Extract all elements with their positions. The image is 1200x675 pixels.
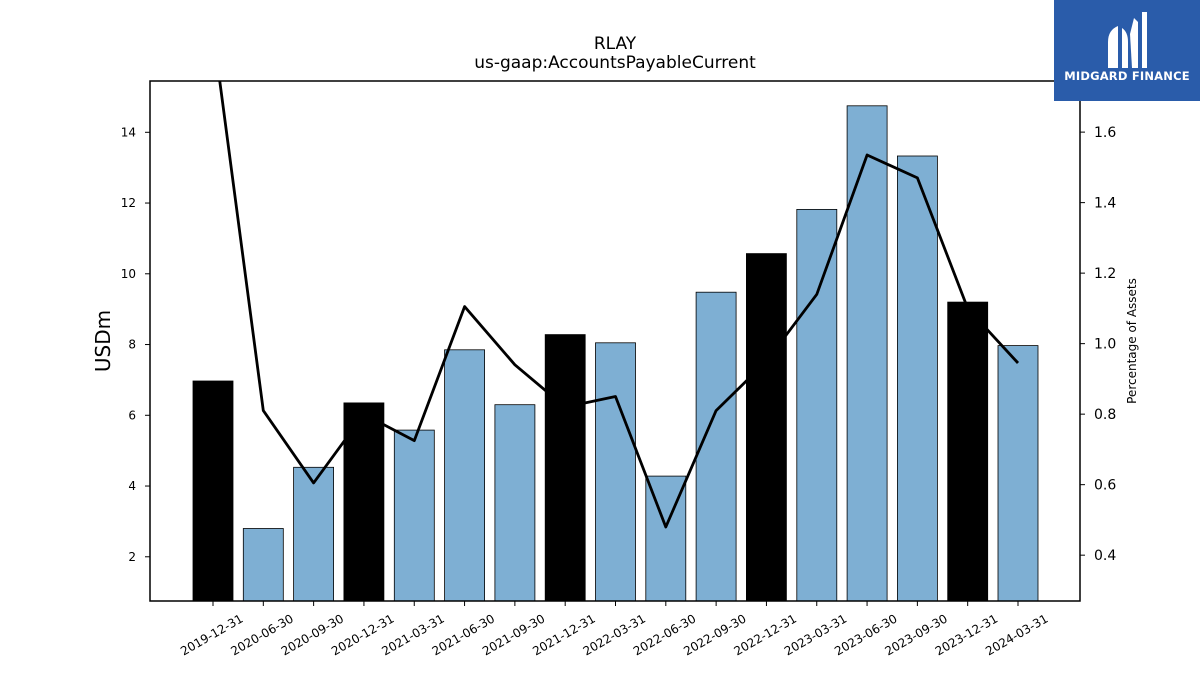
bar-2023-06-30	[846, 105, 888, 602]
bar-2021-12-31	[544, 334, 586, 602]
chart-subtitle: us-gaap:AccountsPayableCurrent	[474, 53, 756, 73]
bar-2023-03-31	[796, 208, 838, 602]
bar-2021-09-30	[494, 404, 536, 602]
bar-2022-12-31	[746, 253, 787, 602]
bar-2024-03-31	[997, 345, 1039, 602]
line-series	[218, 81, 1020, 529]
bar-group	[192, 105, 1039, 602]
bar-2022-09-30	[695, 291, 737, 602]
y2-tick-label: 1.6	[1094, 125, 1116, 141]
y2-axis-label: Percentage of Assets	[1125, 278, 1139, 404]
y-axis-label: USDm	[91, 310, 115, 372]
bar-2023-09-30	[897, 155, 938, 602]
y-axis-right: 0.4 0.6 0.8 1.0 1.2 1.4 1.6	[1080, 125, 1116, 564]
bar-2020-06-30	[242, 528, 284, 602]
bar-2021-06-30	[444, 349, 486, 602]
y2-tick-label: 0.4	[1094, 548, 1116, 564]
y-tick-label: 14	[121, 125, 136, 139]
bar-2023-12-31	[947, 301, 989, 602]
line-group	[218, 81, 1020, 529]
y2-tick-label: 1.2	[1094, 266, 1116, 282]
chart-title: RLAY	[594, 34, 637, 54]
y-axis-left: 2 4 6 8 10 12 14	[121, 125, 150, 564]
y2-tick-label: 0.6	[1094, 478, 1116, 494]
y2-tick-label: 1.4	[1094, 196, 1116, 212]
logo-mark-icon	[1108, 12, 1147, 68]
y-tick-label: 8	[128, 338, 136, 352]
bar-2020-12-31	[343, 402, 385, 602]
brand-logo: MIDGARD FINANCE	[1054, 0, 1200, 101]
y-tick-label: 10	[121, 267, 136, 281]
y-tick-label: 12	[121, 196, 136, 210]
bar-2019-12-31	[192, 380, 234, 602]
y-tick-label: 4	[128, 479, 136, 493]
bar-2021-03-31	[393, 429, 435, 602]
y2-tick-label: 1.0	[1094, 337, 1116, 353]
y-tick-label: 2	[128, 550, 136, 564]
y2-tick-label: 0.8	[1094, 407, 1116, 423]
y-tick-label: 6	[128, 408, 136, 422]
bar-2020-09-30	[293, 466, 335, 602]
logo-text: MIDGARD FINANCE	[1064, 69, 1190, 83]
x-axis: 2019-12-312020-06-302020-09-302020-12-31…	[178, 601, 1051, 658]
bar-2022-03-31	[595, 342, 636, 602]
